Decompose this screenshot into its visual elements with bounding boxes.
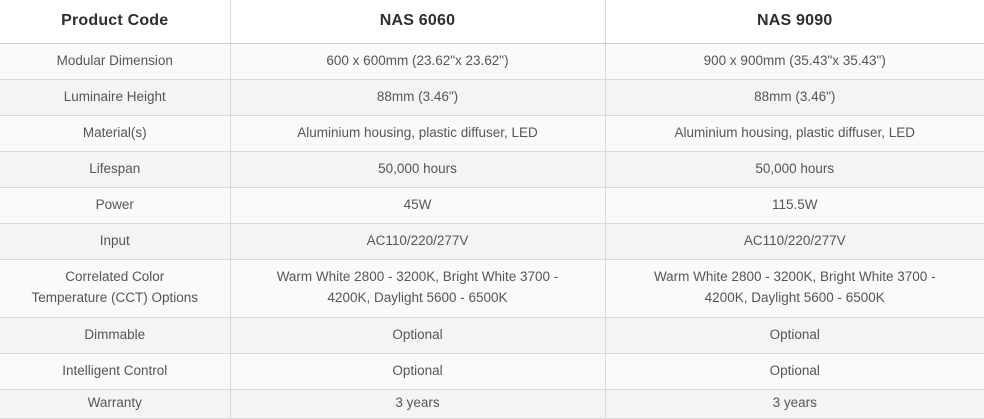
- table-row-lifespan: Lifespan 50,000 hours 50,000 hours: [0, 151, 984, 188]
- spec-label: Power: [0, 187, 230, 224]
- spec-value-nas6060: 3 years: [229, 389, 605, 419]
- spec-label: Dimmable: [0, 317, 230, 354]
- spec-value-nas6060: Optional: [229, 353, 605, 390]
- spec-value-nas6060: AC110/220/277V: [229, 223, 605, 260]
- spec-value-nas6060: Optional: [229, 317, 605, 354]
- spec-label: Input: [0, 223, 230, 260]
- table-row-cct-options: Correlated Color Temperature (CCT) Optio…: [0, 259, 984, 318]
- spec-value-nas9090: AC110/220/277V: [604, 223, 984, 260]
- spec-value-nas9090: 3 years: [604, 389, 984, 419]
- spec-value-nas9090: 88mm (3.46"): [604, 79, 984, 116]
- spec-label: Material(s): [0, 115, 230, 152]
- spec-value-nas6060: 50,000 hours: [229, 151, 605, 188]
- spec-value-nas6060: Warm White 2800 - 3200K, Bright White 37…: [229, 259, 605, 318]
- table-row-intelligent-control: Intelligent Control Optional Optional: [0, 353, 984, 390]
- spec-value-nas9090: 50,000 hours: [604, 151, 984, 188]
- spec-value-nas6060: 45W: [229, 187, 605, 224]
- spec-label: Correlated Color Temperature (CCT) Optio…: [0, 259, 230, 318]
- spec-label: Intelligent Control: [0, 353, 230, 390]
- table-row-dimmable: Dimmable Optional Optional: [0, 317, 984, 354]
- spec-value-nas6060: 600 x 600mm (23.62"x 23.62"): [229, 43, 605, 80]
- spec-label: Warranty: [0, 389, 230, 419]
- spec-value-nas9090: 115.5W: [604, 187, 984, 224]
- spec-value-nas9090: Aluminium housing, plastic diffuser, LED: [604, 115, 984, 152]
- table-row-power: Power 45W 115.5W: [0, 187, 984, 224]
- spec-value-nas9090: Optional: [604, 317, 984, 354]
- column-header-product-code: Product Code: [0, 0, 230, 44]
- header-row: Product Code NAS 6060 NAS 9090: [0, 0, 984, 44]
- table-header: Product Code NAS 6060 NAS 9090: [0, 0, 984, 44]
- table-row-modular-dimension: Modular Dimension 600 x 600mm (23.62"x 2…: [0, 43, 984, 80]
- spec-value-nas9090: 900 x 900mm (35.43"x 35.43"): [604, 43, 984, 80]
- table-row-materials: Material(s) Aluminium housing, plastic d…: [0, 115, 984, 152]
- spec-value-nas9090: Warm White 2800 - 3200K, Bright White 37…: [604, 259, 984, 318]
- spec-value-nas9090: Optional: [604, 353, 984, 390]
- table-row-input: Input AC110/220/277V AC110/220/277V: [0, 223, 984, 260]
- spec-label: Luminaire Height: [0, 79, 230, 116]
- table-row-warranty: Warranty 3 years 3 years: [0, 389, 984, 419]
- spec-value-nas6060: Aluminium housing, plastic diffuser, LED: [229, 115, 605, 152]
- spec-label: Modular Dimension: [0, 43, 230, 80]
- spec-value-nas6060: 88mm (3.46"): [229, 79, 605, 116]
- column-header-nas-9090: NAS 9090: [604, 0, 984, 44]
- column-header-nas-6060: NAS 6060: [229, 0, 605, 44]
- table-body: Modular Dimension 600 x 600mm (23.62"x 2…: [0, 43, 984, 419]
- spec-label: Lifespan: [0, 151, 230, 188]
- table-row-luminaire-height: Luminaire Height 88mm (3.46") 88mm (3.46…: [0, 79, 984, 116]
